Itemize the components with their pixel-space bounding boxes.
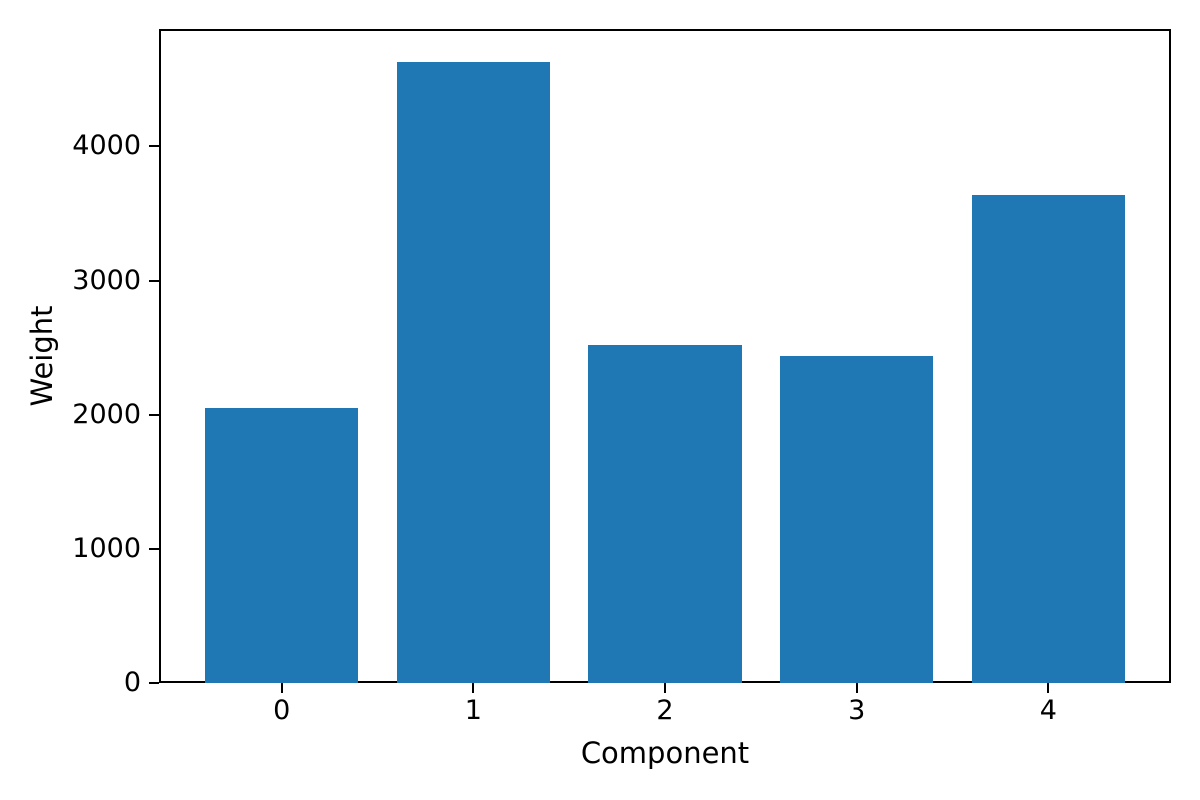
x-tick-mark <box>280 683 283 693</box>
y-tick-label: 0 <box>123 667 141 698</box>
x-tick-label: 0 <box>273 695 291 726</box>
x-tick-label: 4 <box>1039 695 1057 726</box>
y-tick-label: 1000 <box>72 532 141 564</box>
y-tick-mark <box>149 279 159 282</box>
x-tick-mark <box>472 683 475 693</box>
bar-component-3 <box>780 355 934 683</box>
x-axis-label: Component <box>580 736 750 770</box>
y-tick-label: 4000 <box>72 130 141 162</box>
y-tick-mark <box>149 682 159 684</box>
x-tick-mark <box>855 683 858 693</box>
x-tick-label: 2 <box>656 695 674 726</box>
x-tick-mark <box>664 683 666 693</box>
bar-component-1 <box>396 61 550 683</box>
y-tick-mark <box>149 413 159 416</box>
y-axis-label: Weight <box>25 305 59 407</box>
bar-component-2 <box>588 344 742 683</box>
bar-component-4 <box>971 194 1125 683</box>
x-tick-label: 1 <box>464 695 482 726</box>
y-tick-mark <box>149 145 159 148</box>
bar-component-0 <box>205 407 359 683</box>
y-tick-label: 3000 <box>72 264 141 296</box>
x-tick-label: 3 <box>848 695 866 726</box>
y-tick-label: 2000 <box>72 398 141 430</box>
x-tick-mark <box>1047 683 1050 693</box>
y-tick-mark <box>149 547 159 550</box>
